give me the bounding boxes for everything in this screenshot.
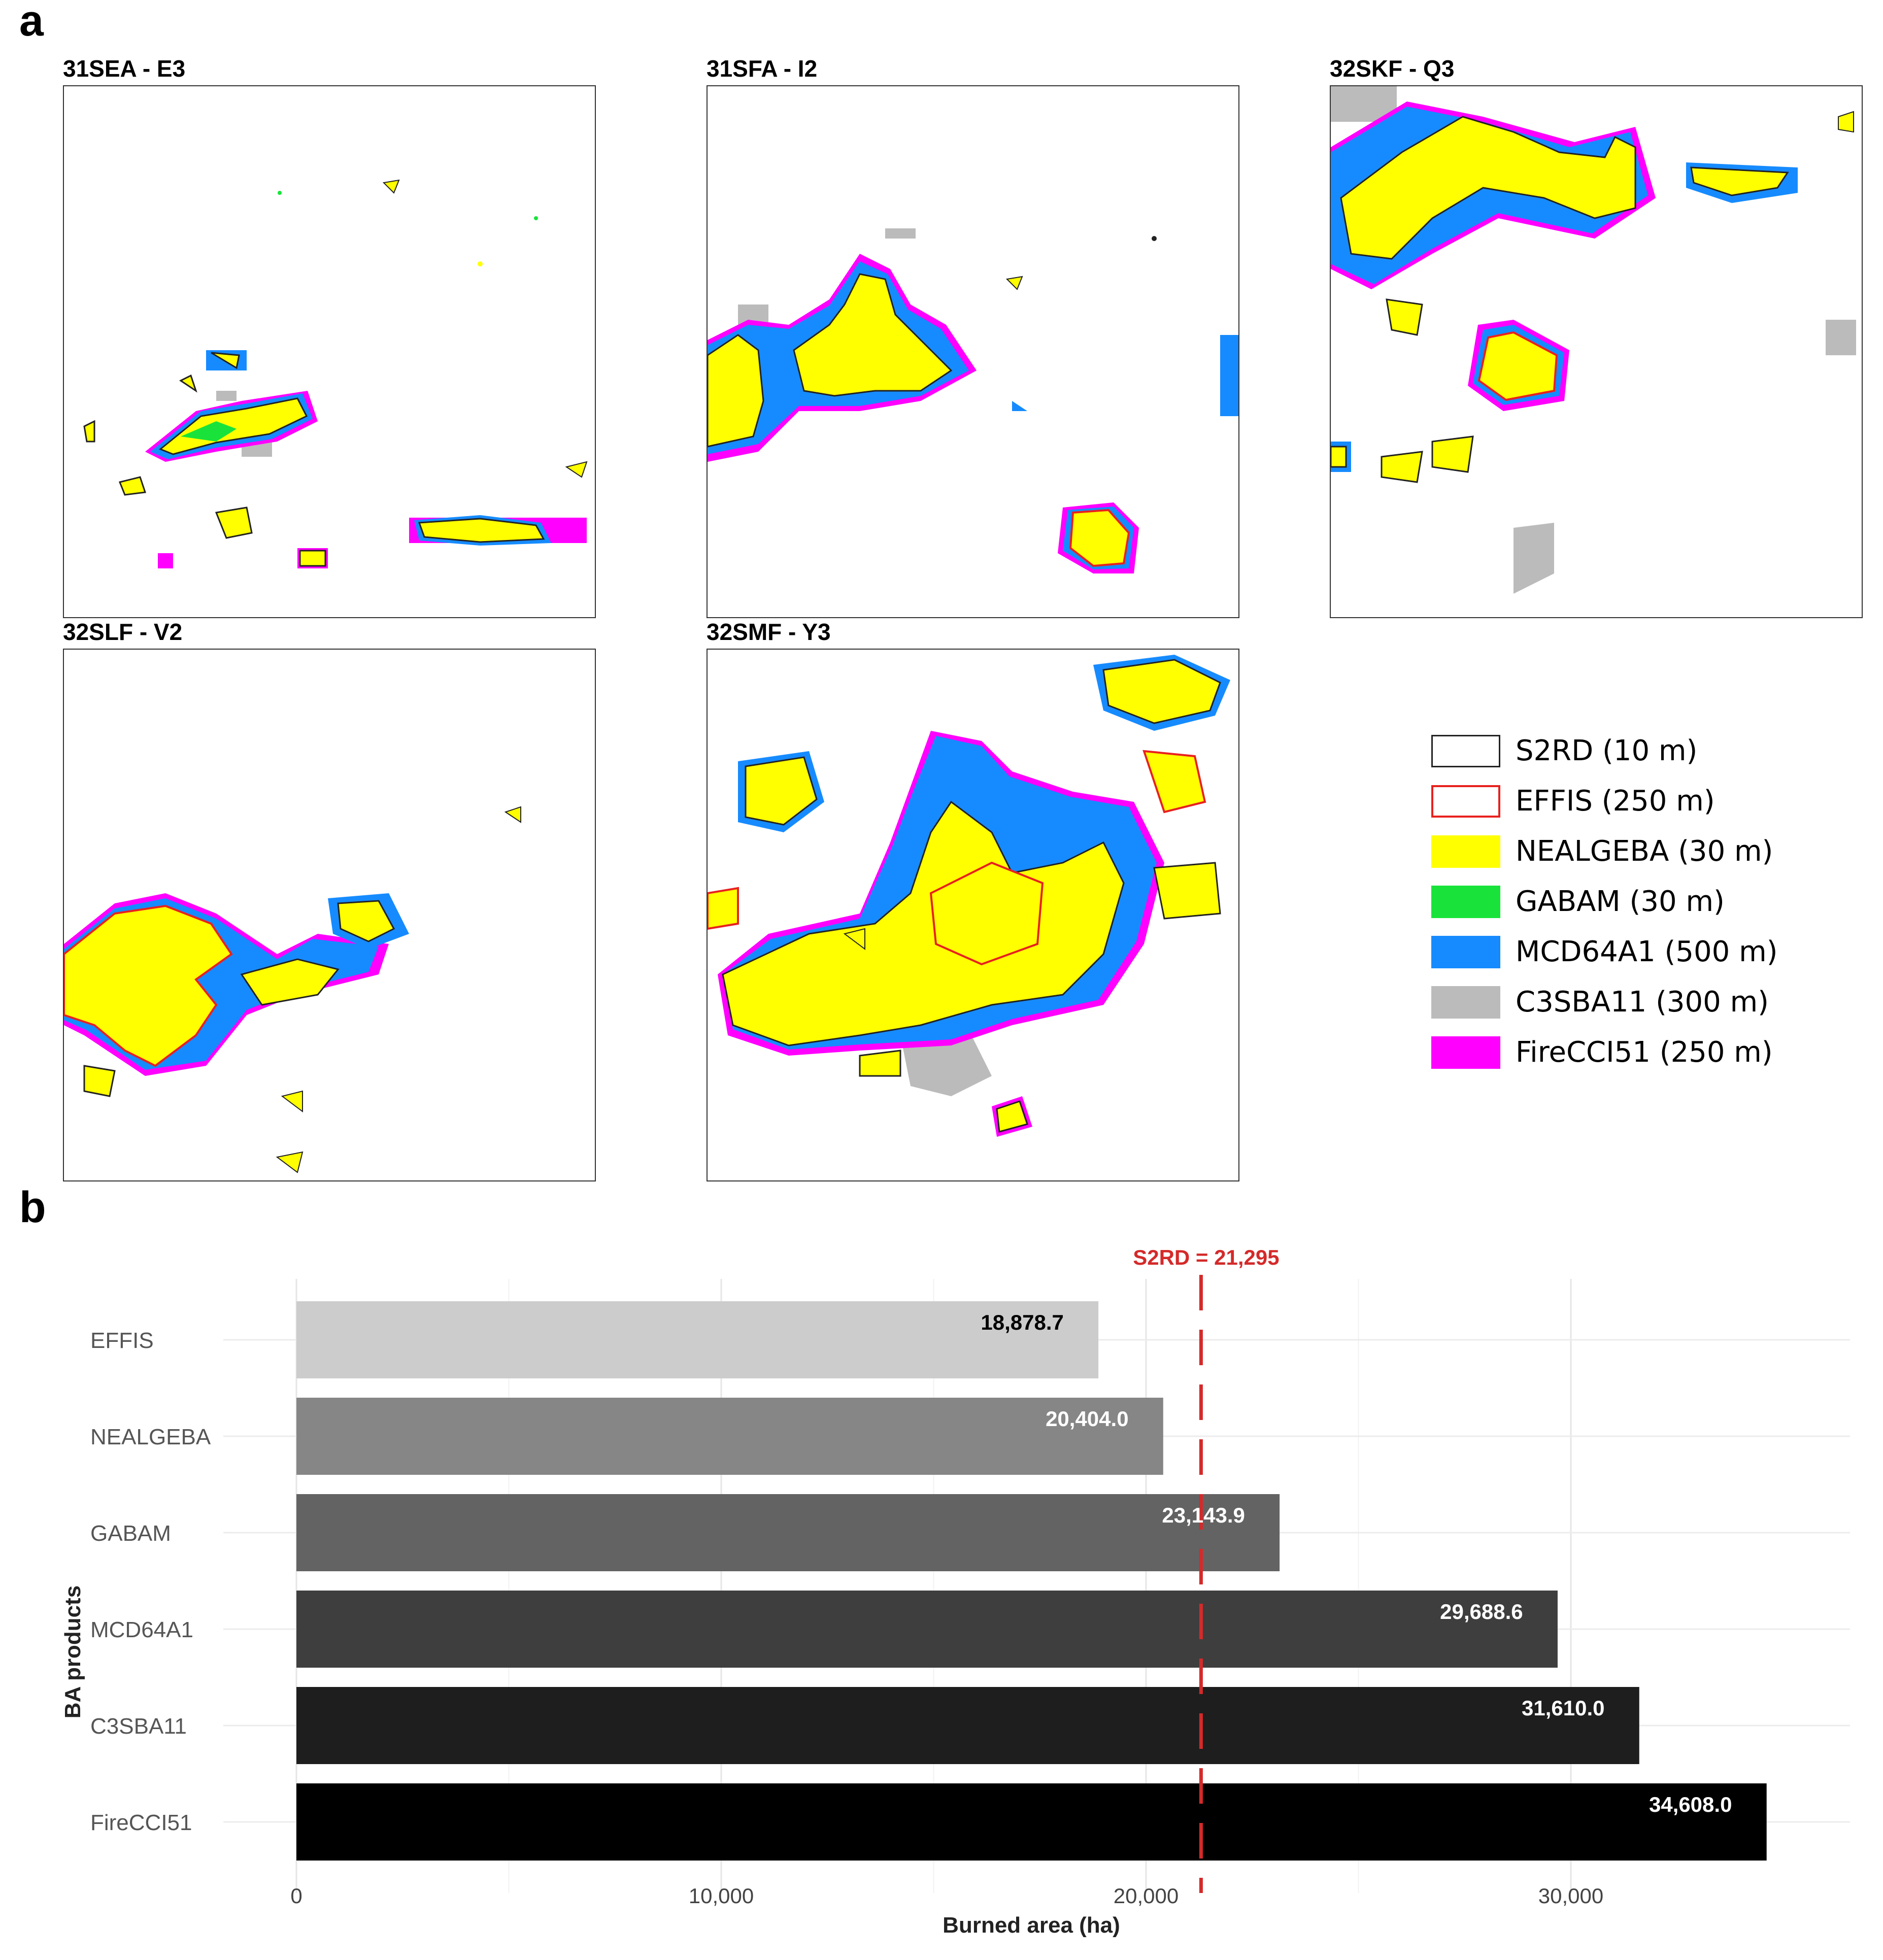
burn-map-31sea (63, 85, 596, 618)
legend-swatch-c3sba11 (1431, 986, 1500, 1019)
bar-value-label-firecci51: 34,608.0 (1649, 1793, 1732, 1816)
legend-item-s2rd: S2RD (10 m) (1431, 726, 1777, 776)
legend-label-gabam: GABAM (30 m) (1516, 885, 1725, 918)
bar-value-label-mcd64a1: 29,688.6 (1440, 1600, 1523, 1624)
bar-gabam (296, 1494, 1280, 1571)
legend-label-c3sba11: C3SBA11 (300 m) (1516, 986, 1769, 1019)
bar-effis (296, 1301, 1099, 1378)
panel-a-letter: a (19, 0, 44, 45)
legend-item-nealgeba: NEALGEBA (30 m) (1431, 826, 1777, 876)
bar-firecci51 (296, 1783, 1767, 1861)
burn-map-32smf (707, 649, 1239, 1181)
legend-label-s2rd: S2RD (10 m) (1516, 734, 1698, 767)
legend-swatch-mcd64a1 (1431, 935, 1500, 968)
burn-map-31sfa (707, 85, 1239, 618)
burned-area-bar-chart: S2RD = 21,295 EFFIS NEALGEBA GABAM MCD64A1 C… (60, 1245, 1850, 1938)
legend-swatch-effis (1431, 785, 1500, 818)
legend-label-effis: EFFIS (250 m) (1516, 785, 1715, 818)
category-label-effis: EFFIS (90, 1328, 154, 1353)
legend-label-fireccI51: FireCCI51 (250 m) (1516, 1036, 1773, 1069)
bar-value-label-nealgeba: 20,404.0 (1046, 1407, 1129, 1431)
category-label-mcd64a1: MCD64A1 (90, 1617, 193, 1642)
x-tick-label: 0 (290, 1884, 302, 1908)
bar-nealgeba (296, 1398, 1163, 1475)
legend-item-fireccI51: FireCCI51 (250 m) (1431, 1027, 1777, 1077)
panel-b-letter: b (19, 1183, 46, 1232)
legend-swatch-gabam (1431, 885, 1500, 918)
category-label-gabam: GABAM (90, 1521, 171, 1546)
x-tick-label: 10,000 (689, 1884, 754, 1908)
y-axis-title: BA products (60, 1585, 85, 1718)
bar-value-label-gabam: 23,143.9 (1162, 1503, 1245, 1527)
legend-swatch-nealgeba (1431, 835, 1500, 868)
legend-item-c3sba11: C3SBA11 (300 m) (1431, 977, 1777, 1027)
legend-item-effis: EFFIS (250 m) (1431, 776, 1777, 826)
legend-item-gabam: GABAM (30 m) (1431, 876, 1777, 927)
map-legend: S2RD (10 m) EFFIS (250 m) NEALGEBA (30 m… (1431, 726, 1777, 1077)
category-label-c3sba11: C3SBA11 (90, 1714, 187, 1739)
reference-line-label: S2RD = 21,295 (1133, 1245, 1279, 1269)
bar-value-labels: 18,878.7 20,404.0 23,143.9 29,688.6 31,610.0… (981, 1310, 1732, 1816)
category-label-nealgeba: NEALGEBA (90, 1425, 211, 1449)
bar-mcd64a1 (296, 1591, 1558, 1668)
bar-value-label-effis: 18,878.7 (981, 1310, 1064, 1334)
category-label-firecci51: FireCCI51 (90, 1810, 192, 1835)
map-title-32smf: 32SMF - Y3 (707, 619, 831, 645)
x-axis-title: Burned area (ha) (943, 1913, 1120, 1938)
map-title-32skf: 32SKF - Q3 (1330, 55, 1455, 82)
legend-swatch-s2rd (1431, 734, 1500, 767)
legend-label-mcd64a1: MCD64A1 (500 m) (1516, 935, 1778, 968)
x-tick-label: 20,000 (1114, 1884, 1179, 1908)
chart-bars (296, 1301, 1767, 1861)
legend-label-nealgeba: NEALGEBA (30 m) (1516, 835, 1773, 868)
legend-item-mcd64a1: MCD64A1 (500 m) (1431, 927, 1777, 977)
category-labels: EFFIS NEALGEBA GABAM MCD64A1 C3SBA11 FireCCI5… (90, 1328, 211, 1835)
map-title-31sfa: 31SFA - I2 (707, 55, 818, 82)
burn-map-32skf (1330, 85, 1863, 618)
legend-swatch-fireccI51 (1431, 1036, 1500, 1069)
reference-line-group: S2RD = 21,295 (1133, 1245, 1280, 1893)
map-title-31sea: 31SEA - E3 (63, 55, 186, 82)
map-title-32slf: 32SLF - V2 (63, 619, 183, 645)
burn-map-32slf (63, 649, 596, 1181)
bar-c3sba11 (296, 1687, 1639, 1764)
bar-value-label-c3sba11: 31,610.0 (1522, 1696, 1605, 1720)
x-tick-label: 30,000 (1538, 1884, 1603, 1908)
x-tick-labels: 0 10,000 20,000 30,000 (290, 1884, 1603, 1908)
